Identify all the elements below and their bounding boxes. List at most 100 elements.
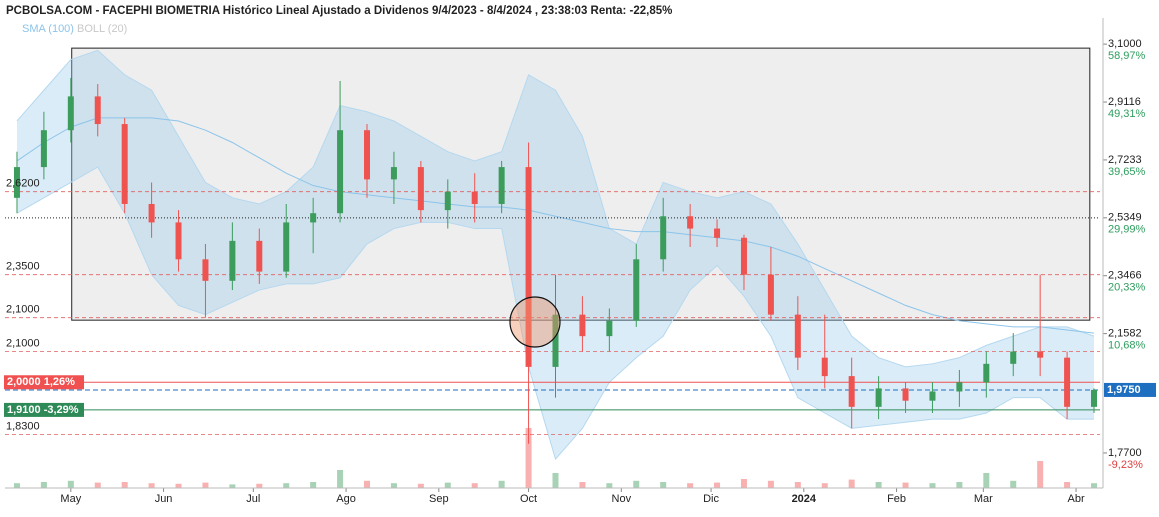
volume-bar	[94, 482, 101, 488]
y-tick-label: 2,7233	[1108, 154, 1142, 166]
candle-body	[525, 167, 532, 367]
volume-bar	[767, 480, 774, 488]
candle-body	[283, 222, 290, 272]
highlight-circle	[509, 296, 561, 348]
candle-body	[1091, 389, 1098, 407]
volume-bar	[1064, 482, 1071, 488]
candle-body	[821, 357, 828, 377]
volume-bar	[525, 428, 532, 488]
volume-bar	[148, 483, 155, 488]
y-tick-label: 1,7700	[1108, 447, 1142, 459]
y-tick-label: 3,1000	[1108, 38, 1142, 50]
volume-bar	[40, 482, 47, 488]
volume-bar	[956, 482, 963, 488]
level-label: 2,1000	[6, 304, 40, 316]
candle-body	[767, 274, 774, 315]
candle-body	[148, 203, 155, 223]
candle-body	[552, 314, 559, 367]
volume-bar	[390, 483, 397, 488]
volume-bar	[660, 482, 667, 488]
candle-body	[875, 388, 882, 407]
price-label: 1,9750	[1107, 384, 1141, 396]
price-badge	[1104, 382, 1156, 397]
candle-body	[687, 216, 694, 229]
volume-bar	[417, 483, 424, 488]
candle-body	[956, 382, 963, 392]
legend-boll: BOLL (20)	[77, 23, 127, 35]
price-label: 1,9100 -3,29%	[7, 404, 79, 416]
candle-body	[660, 216, 667, 260]
volume-bar	[498, 480, 505, 488]
volume-bar	[256, 483, 263, 488]
volume-bar	[13, 483, 20, 488]
x-tick-label: Oct	[520, 493, 537, 505]
volume-bar	[687, 483, 694, 488]
candle-body	[1010, 351, 1017, 364]
x-tick-label: Nov	[612, 493, 632, 505]
candle-body	[364, 130, 371, 180]
volume-bar	[175, 483, 182, 488]
volume-bar	[740, 479, 747, 488]
x-tick-label: Sep	[429, 493, 449, 505]
x-tick-label: Feb	[887, 493, 906, 505]
candle-body	[390, 167, 397, 180]
volume-bar	[579, 482, 586, 488]
x-tick-label: Jun	[155, 493, 173, 505]
volume-bar	[983, 473, 990, 488]
volume-bar	[552, 473, 559, 488]
y-percent-label: 29,99%	[1108, 224, 1146, 236]
candle-body	[229, 240, 236, 281]
candle-body	[471, 191, 478, 204]
price-badge	[4, 375, 84, 390]
volume-bar	[471, 483, 478, 488]
x-tick-label: Ago	[336, 493, 356, 505]
volume-bar	[202, 482, 209, 488]
chart-title: PCBOLSA.COM - FACEPHI BIOMETRIA Históric…	[6, 5, 672, 17]
y-percent-label: 39,65%	[1108, 166, 1146, 178]
candle-body	[579, 314, 586, 337]
y-percent-label: 10,68%	[1108, 340, 1146, 352]
volume-bar	[283, 483, 290, 488]
volume-bar	[310, 482, 317, 488]
bollinger-lower	[16, 166, 1095, 461]
level-label: 1,8300	[6, 420, 40, 432]
y-percent-label: 20,33%	[1108, 282, 1146, 294]
y-percent-label: 49,31%	[1108, 108, 1146, 120]
x-tick-label: Abr	[1068, 493, 1085, 505]
volume-bar	[794, 482, 801, 488]
volume-bar	[633, 480, 640, 488]
y-tick-label: 2,9116	[1108, 96, 1141, 108]
candle-body	[13, 167, 20, 198]
candle-body	[606, 320, 613, 337]
volume-bar	[364, 480, 371, 488]
candle-body	[1064, 357, 1071, 407]
candle-body	[983, 363, 990, 383]
volume-bar	[902, 482, 909, 488]
candle-body	[417, 167, 424, 211]
volume-bar	[1091, 483, 1098, 488]
candle-body	[337, 130, 344, 214]
x-tick-label: Jul	[246, 493, 260, 505]
volume-bar	[121, 482, 128, 488]
candle-body	[1037, 351, 1044, 358]
candle-body	[633, 259, 640, 321]
marks-layer	[13, 77, 1098, 488]
candle-body	[121, 124, 128, 204]
volume-bar	[714, 482, 721, 488]
candle-body	[67, 96, 74, 131]
price-badge	[4, 402, 84, 417]
volume-bar	[1010, 480, 1017, 488]
price-label: 2,0000 1,26%	[7, 376, 75, 388]
x-tick-label: Dic	[703, 493, 719, 505]
candle-body	[848, 376, 855, 407]
y-tick-label: 2,3466	[1108, 270, 1142, 282]
candle-body	[175, 222, 182, 260]
volume-bar	[606, 483, 613, 488]
candle-body	[740, 237, 747, 275]
volume-bar	[848, 479, 855, 488]
candle-body	[202, 259, 209, 281]
candle-body	[794, 314, 801, 358]
x-tick-label: Mar	[974, 493, 993, 505]
y-tick-label: 2,5349	[1108, 212, 1142, 224]
